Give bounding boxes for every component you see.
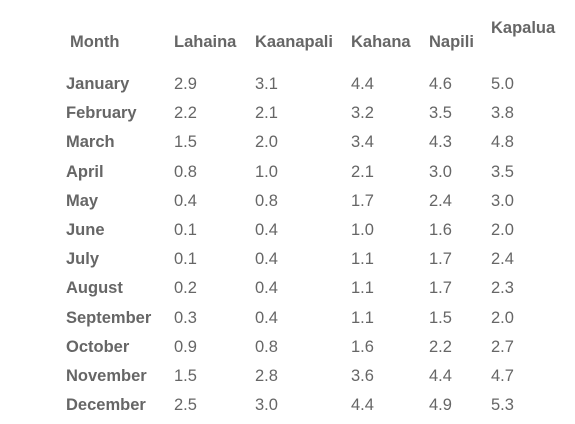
header-month: Month: [70, 33, 120, 51]
value-cell: 1.5: [174, 133, 197, 152]
value-cell: 1.7: [429, 250, 452, 269]
month-cell: March: [66, 133, 115, 152]
header-kahana: Kahana: [351, 33, 411, 51]
value-cell: 4.9: [429, 396, 452, 415]
value-cell: 0.3: [174, 308, 197, 327]
month-cell: May: [66, 191, 99, 210]
value-cell: 1.7: [351, 191, 374, 210]
value-cell: 2.3: [491, 279, 514, 298]
table-row: July 0.1 0.4 1.1 1.7 2.4: [0, 249, 575, 278]
table-row: September 0.3 0.4 1.1 1.5 2.0: [0, 308, 575, 337]
value-cell: 0.4: [255, 308, 278, 327]
value-cell: 2.4: [429, 191, 452, 210]
value-cell: 0.4: [255, 221, 278, 239]
value-cell: 0.4: [174, 191, 197, 210]
value-cell: 0.9: [174, 337, 197, 356]
month-cell: February: [66, 104, 137, 123]
value-cell: 5.3: [491, 396, 514, 415]
value-cell: 2.0: [491, 308, 514, 327]
table-row: May 0.4 0.8 1.7 2.4 3.0: [0, 191, 575, 220]
value-cell: 2.9: [174, 75, 197, 93]
value-cell: 0.2: [174, 279, 197, 298]
value-cell: 2.0: [255, 133, 278, 152]
month-cell: December: [66, 396, 146, 415]
value-cell: 3.5: [429, 104, 452, 123]
header-lahaina: Lahaina: [174, 33, 237, 51]
value-cell: 0.8: [255, 337, 278, 356]
value-cell: 3.6: [351, 367, 374, 385]
table-row: June 0.1 0.4 1.0 1.6 2.0: [0, 220, 575, 249]
month-cell: November: [66, 367, 147, 385]
value-cell: 2.7: [491, 337, 514, 356]
value-cell: 1.5: [429, 308, 452, 327]
value-cell: 2.4: [491, 250, 514, 269]
value-cell: 4.4: [351, 396, 374, 415]
month-cell: July: [66, 250, 100, 269]
value-cell: 0.8: [255, 191, 278, 210]
month-cell: June: [66, 221, 105, 239]
value-cell: 4.8: [491, 133, 514, 152]
value-cell: 1.1: [351, 279, 374, 298]
table-row: August 0.2 0.4 1.1 1.7 2.3: [0, 278, 575, 307]
table-row: January 2.9 3.1 4.4 4.6 5.0: [0, 74, 575, 103]
value-cell: 4.6: [429, 75, 452, 93]
value-cell: 3.2: [351, 104, 374, 123]
value-cell: 0.4: [255, 250, 278, 269]
value-cell: 3.5: [491, 162, 514, 181]
header-napili: Napili: [429, 33, 474, 51]
value-cell: 2.0: [491, 221, 514, 239]
value-cell: 0.1: [174, 221, 197, 239]
value-cell: 3.8: [491, 104, 514, 123]
value-cell: 4.4: [351, 75, 374, 93]
table-row: April 0.8 1.0 2.1 3.0 3.5: [0, 162, 575, 191]
value-cell: 0.1: [174, 250, 197, 269]
value-cell: 2.5: [174, 396, 197, 415]
table-row: October 0.9 0.8 1.6 2.2 2.7: [0, 337, 575, 366]
value-cell: 1.1: [351, 308, 374, 327]
value-cell: 1.7: [429, 279, 452, 298]
value-cell: 3.4: [351, 133, 374, 152]
value-cell: 3.0: [429, 162, 452, 181]
value-cell: 1.0: [351, 221, 374, 239]
header-kapalua: Kapalua: [491, 19, 556, 37]
month-cell: September: [66, 308, 152, 327]
table-row: November 1.5 2.8 3.6 4.4 4.7: [0, 366, 575, 395]
value-cell: 2.8: [255, 367, 278, 385]
value-cell: 4.7: [491, 367, 514, 385]
value-cell: 1.0: [255, 162, 278, 181]
table-row: March 1.5 2.0 3.4 4.3 4.8: [0, 132, 575, 161]
value-cell: 1.6: [351, 337, 374, 356]
value-cell: 0.4: [255, 279, 278, 298]
month-cell: January: [66, 75, 130, 93]
value-cell: 4.4: [429, 367, 452, 385]
month-cell: August: [66, 279, 123, 298]
value-cell: 2.1: [255, 104, 278, 123]
value-cell: 2.2: [174, 104, 197, 123]
value-cell: 2.1: [351, 162, 374, 181]
month-cell: October: [66, 337, 130, 356]
value-cell: 1.5: [174, 367, 197, 385]
value-cell: 1.6: [429, 221, 452, 239]
value-cell: 5.0: [491, 75, 514, 93]
value-cell: 3.0: [491, 191, 514, 210]
value-cell: 3.0: [255, 396, 278, 415]
table-row: December 2.5 3.0 4.4 4.9 5.3: [0, 395, 575, 424]
value-cell: 2.2: [429, 337, 452, 356]
month-cell: April: [66, 162, 104, 181]
value-cell: 0.8: [174, 162, 197, 181]
value-cell: 4.3: [429, 133, 452, 152]
header-kaanapali: Kaanapali: [255, 33, 333, 51]
value-cell: 3.1: [255, 75, 278, 93]
table-row: February 2.2 2.1 3.2 3.5 3.8: [0, 103, 575, 132]
value-cell: 1.1: [351, 250, 374, 269]
